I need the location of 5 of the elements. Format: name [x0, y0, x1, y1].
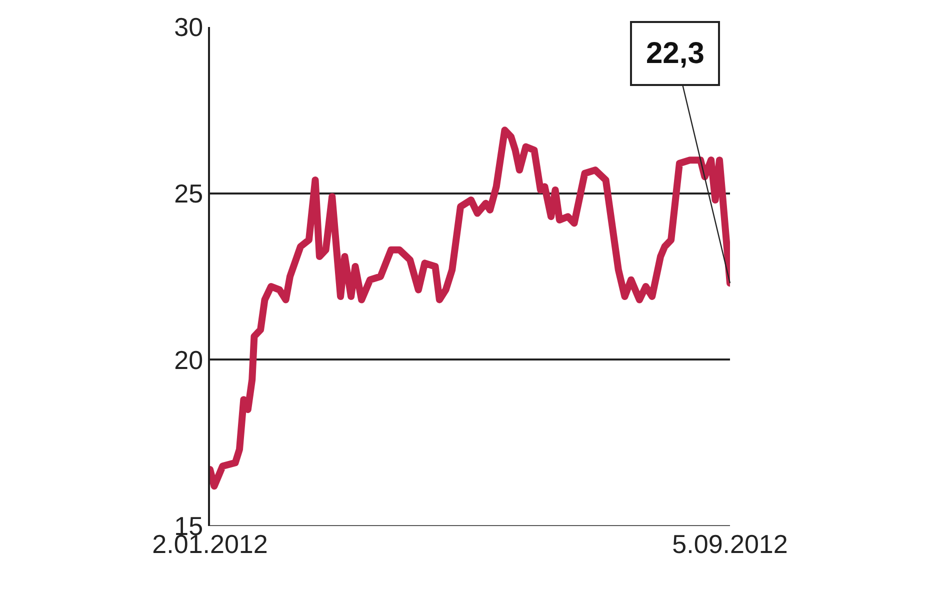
- annotation: 22,3: [646, 37, 704, 70]
- x-tick-label: 5.09.2012: [672, 529, 788, 559]
- y-tick-label: 20: [174, 344, 204, 375]
- y-tick-label: 30: [174, 12, 204, 42]
- y-tick-label: 25: [174, 178, 204, 208]
